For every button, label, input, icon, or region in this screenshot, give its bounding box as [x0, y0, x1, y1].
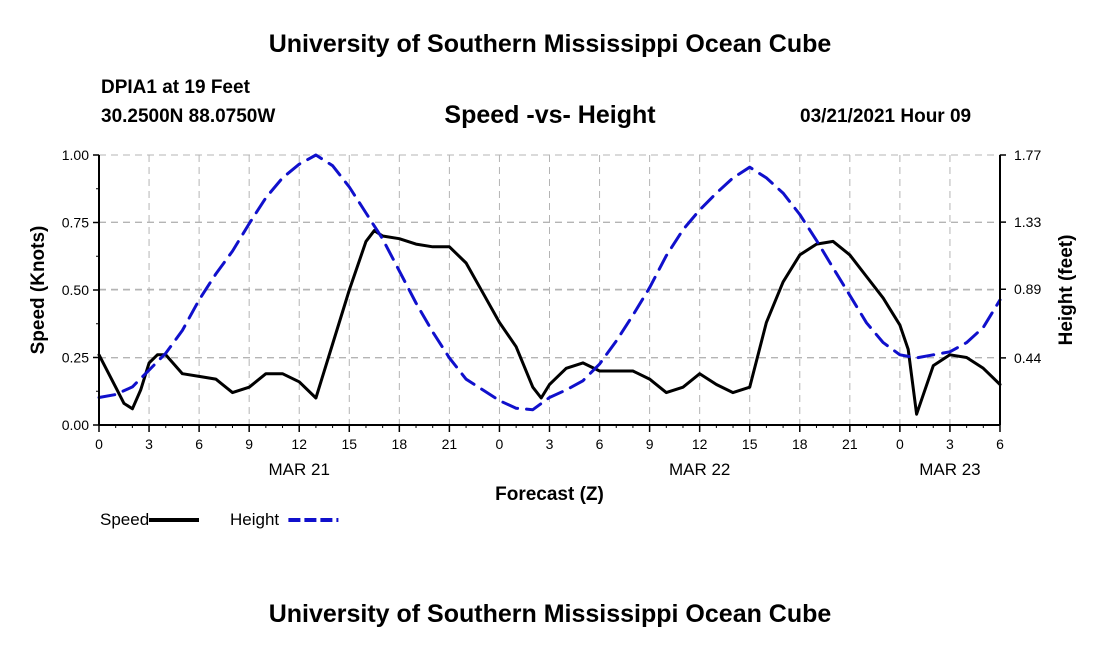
x-tick-label: 18 [392, 436, 408, 452]
x-tick-label: 6 [596, 436, 604, 452]
date-label: MAR 22 [669, 460, 730, 479]
x-axis-label: Forecast (Z) [495, 484, 604, 505]
station-label: DPIA1 at 19 Feet [101, 77, 250, 98]
top-title: University of Southern Mississippi Ocean… [268, 30, 832, 58]
bottom-title: University of Southern Mississippi Ocean… [268, 600, 832, 628]
y-tick-label: 0.50 [62, 282, 89, 298]
series-line-speed [97, 229, 1002, 416]
station-coordinates: 30.2500N 88.0750W [101, 106, 276, 127]
series-lines [97, 153, 1002, 416]
legend-label-speed: Speed [100, 510, 149, 529]
y2-tick-label: 1.33 [1014, 214, 1041, 230]
x-tick-label: 3 [946, 436, 954, 452]
series-line-height [97, 153, 1002, 412]
y-tick-label: 1.00 [62, 147, 89, 163]
x-tick-label: 21 [842, 436, 858, 452]
x-tick-label: 0 [896, 436, 904, 452]
x-tick-label: 12 [692, 436, 708, 452]
y-tick-label: 0.00 [62, 417, 89, 433]
date-label: MAR 23 [919, 460, 980, 479]
x-tick-label: 9 [646, 436, 654, 452]
legend: Speed Height [100, 510, 339, 529]
x-tick-label: 0 [95, 436, 103, 452]
x-tick-label: 3 [546, 436, 554, 452]
chart-title: Speed -vs- Height [444, 101, 656, 129]
y-axis-label: Speed (Knots) [28, 226, 49, 355]
x-tick-label: 15 [742, 436, 758, 452]
x-tick-label: 6 [996, 436, 1004, 452]
y-tick-label: 0.75 [62, 215, 89, 231]
x-tick-label: 18 [792, 436, 808, 452]
x-tick-label: 15 [341, 436, 357, 452]
forecast-datetime: 03/21/2021 Hour 09 [800, 106, 972, 127]
grid [99, 154, 1000, 425]
y-tick-label: 0.25 [62, 350, 89, 366]
x-tick-label: 21 [442, 436, 458, 452]
legend-label-height: Height [230, 510, 279, 529]
x-tick-label: 0 [496, 436, 504, 452]
y2-axis-label: Height (feet) [1056, 235, 1077, 346]
y2-tick-label: 0.89 [1014, 281, 1041, 297]
y2-tick-label: 0.44 [1014, 350, 1041, 366]
x-tick-label: 12 [291, 436, 307, 452]
x-tick-label: 6 [195, 436, 203, 452]
axes [93, 154, 1006, 432]
x-tick-label: 9 [245, 436, 253, 452]
x-tick-label: 3 [145, 436, 153, 452]
date-label: MAR 21 [269, 460, 330, 479]
axis-labels: 0.00 0.25 0.50 0.75 1.00 0.44 0.89 1.33 1.77 0 3 6 9… [28, 147, 1077, 505]
y2-tick-label: 1.77 [1014, 147, 1041, 163]
